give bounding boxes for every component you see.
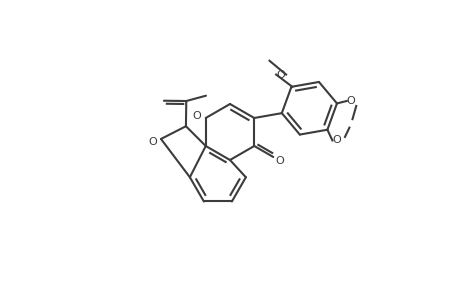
Text: O: O (331, 135, 340, 146)
Text: O: O (346, 96, 354, 106)
Text: O: O (192, 111, 201, 121)
Text: O: O (274, 156, 284, 166)
Text: O: O (148, 137, 157, 147)
Text: O: O (276, 70, 285, 80)
